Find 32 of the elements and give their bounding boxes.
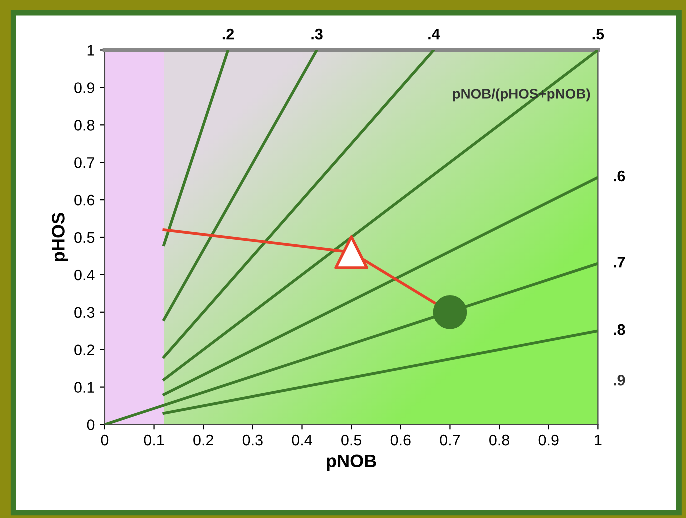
y-tick-label: 0.8 bbox=[74, 120, 95, 131]
y-tick-label: 0.4 bbox=[74, 270, 95, 281]
series-label: .5 bbox=[592, 29, 604, 40]
x-tick-label: 1 bbox=[595, 435, 602, 446]
y-tick-label: 0.7 bbox=[74, 157, 94, 168]
x-axis-title: pNOB bbox=[327, 454, 376, 472]
series-label: .6 bbox=[614, 170, 626, 182]
x-tick-label: 0.5 bbox=[342, 434, 362, 446]
series-label: .4 bbox=[428, 29, 440, 40]
x-tick-label: 0.1 bbox=[144, 434, 164, 446]
y-tick-label: 0.3 bbox=[74, 307, 95, 318]
y-tick-label: 0.9 bbox=[74, 82, 95, 94]
x-tick-label: 0 bbox=[101, 434, 109, 446]
y-tick-label: 1 bbox=[88, 45, 94, 56]
y-tick-label: 0.6 bbox=[74, 194, 95, 206]
y-axis-title: pHOS bbox=[52, 213, 68, 262]
y-tick-label: 0.5 bbox=[74, 232, 95, 244]
x-tick-label: 0.2 bbox=[194, 434, 214, 446]
series-label: .2 bbox=[222, 28, 234, 40]
x-tick-label: 0.4 bbox=[292, 434, 312, 446]
series-label: .3 bbox=[312, 28, 323, 40]
y-tick-label: 0.2 bbox=[74, 344, 94, 356]
series-label: .7 bbox=[614, 257, 626, 268]
x-tick-label: 0.7 bbox=[440, 434, 460, 446]
x-tick-label: 0.8 bbox=[490, 434, 510, 446]
y-tick-label: 0.1 bbox=[74, 382, 94, 393]
text: .9 bbox=[614, 374, 626, 386]
x-tick-label: 0.9 bbox=[538, 434, 559, 446]
series-label: .8 bbox=[614, 324, 626, 336]
x-tick-label: 0.6 bbox=[390, 434, 411, 446]
x-tick-label: 0.3 bbox=[242, 434, 263, 446]
y-tick-label: 0 bbox=[87, 420, 95, 430]
